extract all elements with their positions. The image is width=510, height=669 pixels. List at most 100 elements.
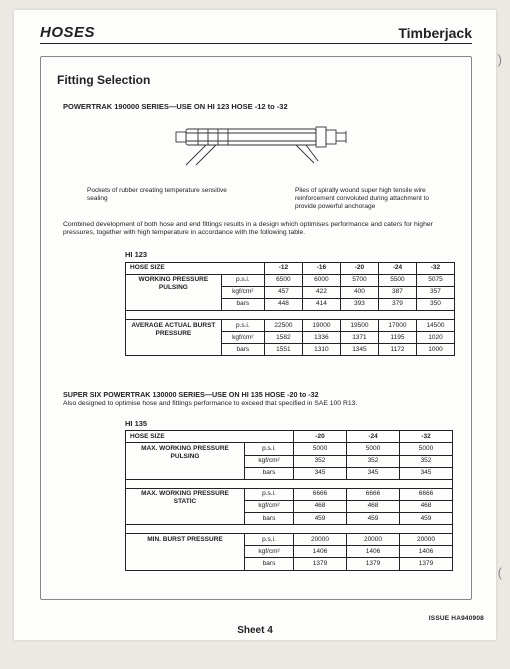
data-cell: 357 bbox=[416, 286, 454, 298]
data-cell: 400 bbox=[340, 286, 378, 298]
data-cell: 468 bbox=[400, 500, 453, 512]
data-cell: 6666 bbox=[294, 488, 347, 500]
data-cell: 5000 bbox=[347, 443, 400, 455]
data-cell: 5075 bbox=[416, 274, 454, 286]
punch-mark-top: ) bbox=[498, 52, 502, 67]
row-unit: bars bbox=[245, 467, 294, 479]
issue-code: ISSUE HA940908 bbox=[429, 615, 484, 622]
row-unit: p.s.i. bbox=[221, 320, 264, 332]
row-unit: kgf/cm² bbox=[245, 500, 294, 512]
row-unit: bars bbox=[245, 558, 294, 570]
table-col-header: -24 bbox=[378, 262, 416, 274]
data-cell: 20000 bbox=[294, 534, 347, 546]
table-col-header: -20 bbox=[340, 262, 378, 274]
data-cell: 393 bbox=[340, 298, 378, 310]
table-col-header: -16 bbox=[302, 262, 340, 274]
data-cell: 5700 bbox=[340, 274, 378, 286]
series1-line: POWERTRAK 190000 SERIES—USE ON HI 123 HO… bbox=[63, 102, 455, 111]
data-cell: 422 bbox=[302, 286, 340, 298]
punch-mark-bottom: ( bbox=[498, 565, 502, 580]
data-cell: 468 bbox=[294, 500, 347, 512]
data-cell: 1406 bbox=[294, 546, 347, 558]
header-right: Timberjack bbox=[398, 25, 472, 41]
data-cell: 1345 bbox=[340, 344, 378, 356]
data-cell: 448 bbox=[264, 298, 302, 310]
series2-subnote: Also designed to optimise hose and fitti… bbox=[63, 400, 455, 408]
section-title: Fitting Selection bbox=[57, 73, 455, 88]
table-col-header: -32 bbox=[400, 431, 453, 443]
content-card: Fitting Selection POWERTRAK 190000 SERIE… bbox=[40, 56, 472, 600]
data-cell: 379 bbox=[378, 298, 416, 310]
data-cell: 14500 bbox=[416, 320, 454, 332]
data-cell: 387 bbox=[378, 286, 416, 298]
data-cell: 459 bbox=[347, 513, 400, 525]
data-cell: 1551 bbox=[264, 344, 302, 356]
row-unit: kgf/cm² bbox=[245, 546, 294, 558]
data-cell: 1195 bbox=[378, 332, 416, 344]
row-unit: kgf/cm² bbox=[245, 455, 294, 467]
row-unit: bars bbox=[221, 344, 264, 356]
data-cell: 1379 bbox=[294, 558, 347, 570]
table-col-header: -32 bbox=[416, 262, 454, 274]
row-unit: bars bbox=[245, 513, 294, 525]
table-hi135: HOSE SIZE-20-24-32MAX. WORKING PRESSURE … bbox=[125, 430, 453, 570]
data-cell: 1379 bbox=[347, 558, 400, 570]
row-group-label: MIN. BURST PRESSURE bbox=[126, 534, 245, 570]
diagram-callouts: Pockets of rubber creating temperature s… bbox=[87, 187, 435, 210]
data-cell: 345 bbox=[294, 467, 347, 479]
data-cell: 17000 bbox=[378, 320, 416, 332]
callout-right: Plies of spirally wound super high tensi… bbox=[295, 187, 435, 210]
data-cell: 1000 bbox=[416, 344, 454, 356]
row-unit: p.s.i. bbox=[245, 488, 294, 500]
data-cell: 19000 bbox=[302, 320, 340, 332]
data-cell: 468 bbox=[347, 500, 400, 512]
row-unit: kgf/cm² bbox=[221, 332, 264, 344]
data-cell: 6000 bbox=[302, 274, 340, 286]
data-cell: 19500 bbox=[340, 320, 378, 332]
data-cell: 1172 bbox=[378, 344, 416, 356]
row-group-label: WORKING PRESSURE PULSING bbox=[126, 274, 222, 310]
data-cell: 20000 bbox=[347, 534, 400, 546]
table-col-header: -12 bbox=[264, 262, 302, 274]
page: HOSES Timberjack ) ( Fitting Selection P… bbox=[14, 10, 496, 640]
header-left: HOSES bbox=[40, 24, 95, 41]
data-cell: 1371 bbox=[340, 332, 378, 344]
data-cell: 6666 bbox=[347, 488, 400, 500]
data-cell: 5500 bbox=[378, 274, 416, 286]
data-cell: 352 bbox=[294, 455, 347, 467]
table-hi123: HOSE SIZE-12-16-20-24-32 WORKING PRESSURE… bbox=[125, 262, 455, 357]
data-cell: 1336 bbox=[302, 332, 340, 344]
fitting-diagram bbox=[57, 121, 455, 183]
series1-paragraph: Combined development of both hose and en… bbox=[63, 221, 449, 239]
row-group-label: AVERAGE ACTUAL BURST PRESSURE bbox=[126, 320, 222, 356]
data-cell: 459 bbox=[294, 513, 347, 525]
data-cell: 1582 bbox=[264, 332, 302, 344]
data-cell: 345 bbox=[400, 467, 453, 479]
row-unit: p.s.i. bbox=[221, 274, 264, 286]
data-cell: 22500 bbox=[264, 320, 302, 332]
page-header: HOSES Timberjack bbox=[40, 24, 472, 44]
row-group-label: MAX. WORKING PRESSURE PULSING bbox=[126, 443, 245, 479]
data-cell: 6500 bbox=[264, 274, 302, 286]
data-cell: 1379 bbox=[400, 558, 453, 570]
table2-title: HI 135 bbox=[125, 419, 455, 428]
series2-heading: SUPER SIX POWERTRAK 130000 SERIES—USE ON… bbox=[63, 390, 319, 399]
data-cell: 6666 bbox=[400, 488, 453, 500]
data-cell: 5000 bbox=[400, 443, 453, 455]
table1-title: HI 123 bbox=[125, 250, 455, 259]
row-group-label: MAX. WORKING PRESSURE STATIC bbox=[126, 488, 245, 524]
table-col-header: -20 bbox=[294, 431, 347, 443]
data-cell: 1406 bbox=[347, 546, 400, 558]
data-cell: 459 bbox=[400, 513, 453, 525]
row-unit: p.s.i. bbox=[245, 443, 294, 455]
page-footer: Sheet 4 bbox=[14, 625, 496, 636]
row-unit: bars bbox=[221, 298, 264, 310]
series2-line: SUPER SIX POWERTRAK 130000 SERIES—USE ON… bbox=[63, 390, 455, 408]
data-cell: 345 bbox=[347, 467, 400, 479]
table-header-label: HOSE SIZE bbox=[126, 431, 294, 443]
data-cell: 5000 bbox=[294, 443, 347, 455]
table-header-label: HOSE SIZE bbox=[126, 262, 265, 274]
row-unit: kgf/cm² bbox=[221, 286, 264, 298]
data-cell: 352 bbox=[347, 455, 400, 467]
row-unit: p.s.i. bbox=[245, 534, 294, 546]
